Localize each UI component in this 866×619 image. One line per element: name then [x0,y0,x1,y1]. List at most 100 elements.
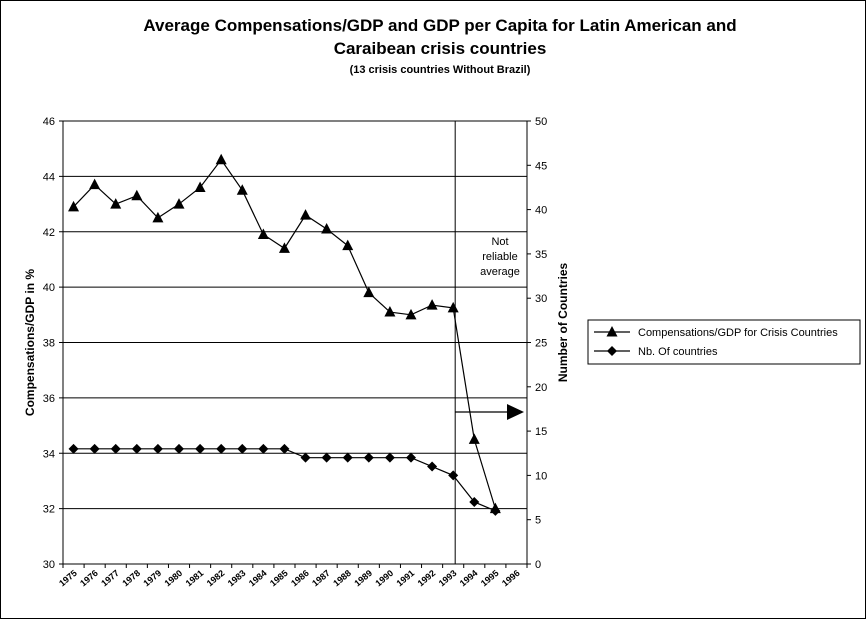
data-point-compensation [257,228,269,240]
x-tick-label: 1995 [479,568,501,589]
y-tick-label-left: 40 [43,282,55,294]
x-tick-label: 1987 [310,568,332,589]
data-point-country-count [68,443,79,454]
y-tick-label-right: 25 [535,338,547,350]
y-tick-label-left: 44 [43,171,55,183]
data-point-country-count [195,443,206,454]
x-tick-label: 1979 [141,568,163,589]
data-point-country-count [342,452,353,463]
x-tick-label: 1985 [268,568,290,589]
data-point-country-count [427,461,438,472]
legend-marker-triangle [606,326,618,337]
y-axis-title-right: Number of Countries [556,263,570,383]
x-tick-label: 1989 [352,568,374,589]
data-point-compensation [468,433,480,444]
data-point-country-count [448,470,459,481]
data-point-compensation [384,306,396,317]
x-tick-label: 1996 [500,568,522,589]
annotation-text: average [480,266,520,278]
y-tick-label-left: 32 [43,504,55,516]
x-tick-label: 1984 [247,568,269,589]
legend-label: Compensations/GDP for Crisis Countries [638,327,838,339]
chart-title-line-1: Average Compensations/GDP and GDP per Ca… [143,16,737,35]
x-tick-label: 1988 [331,568,353,589]
x-tick-label: 1993 [437,568,459,589]
data-point-compensation [236,184,248,195]
y-tick-label-right: 30 [535,293,547,305]
annotation-text: reliable [482,251,517,263]
data-point-country-count [384,452,395,463]
data-point-compensation [131,189,143,201]
series-line-1 [73,158,496,509]
x-tick-label: 1975 [57,568,79,589]
y-tick-label-right: 0 [535,559,541,571]
data-point-compensation [152,211,164,223]
y-tick-label-right: 40 [535,205,547,217]
y-tick-label-right: 50 [535,116,547,128]
data-point-compensation [68,200,80,212]
y-tick-label-right: 35 [535,249,547,261]
y-tick-label-left: 34 [43,448,55,460]
data-point-compensation [342,239,354,251]
data-point-compensation [363,286,375,298]
data-point-country-count [174,443,184,454]
x-tick-label: 1976 [78,568,100,589]
y-axis-title-left: Compensations/GDP in % [23,269,37,416]
data-point-compensation [215,153,227,165]
x-tick-label: 1982 [205,568,227,589]
chart-subtitle: (13 crisis countries Without Brazil) [349,64,531,76]
data-point-country-count [490,505,501,516]
data-point-compensation [426,299,438,310]
data-point-compensation [300,209,312,220]
y-tick-label-left: 38 [43,338,55,350]
annotation-text: Not [491,236,508,248]
x-tick-label: 1977 [99,568,121,589]
data-point-country-count [300,452,311,463]
y-tick-label-right: 15 [535,426,547,438]
data-point-country-count [237,443,248,454]
data-point-compensation [173,198,185,209]
data-point-country-count [258,443,269,454]
data-point-country-count [321,452,332,463]
data-point-compensation [110,198,122,209]
y-tick-label-left: 46 [43,116,55,128]
data-point-compensation [278,242,290,253]
y-tick-label-left: 42 [43,227,55,239]
series-line-2 [73,448,496,512]
y-tick-label-left: 30 [43,559,55,571]
y-tick-label-left: 36 [43,393,55,405]
data-point-country-count [216,443,227,454]
y-tick-label-right: 20 [535,382,547,394]
x-tick-label: 1991 [395,568,417,589]
y-tick-label-right: 5 [535,515,541,527]
data-point-country-count [110,443,121,454]
data-point-compensation [194,181,206,192]
data-point-compensation [405,308,417,320]
data-point-compensation [89,178,101,190]
x-tick-label: 1983 [226,568,248,589]
x-tick-label: 1978 [120,568,142,589]
data-point-country-count [363,452,374,463]
arrow-head [507,404,524,420]
x-tick-label: 1994 [458,568,480,589]
data-point-country-count [152,443,163,454]
y-tick-label-right: 45 [535,160,547,172]
x-tick-label: 1992 [416,568,438,589]
data-point-compensation [447,301,459,313]
data-point-country-count [406,452,416,463]
y-tick-label-right: 10 [535,470,547,482]
chart-title-line-2: Caraibean crisis countries [333,39,547,58]
legend-marker-diamond [607,346,617,356]
x-tick-label: 1981 [184,568,206,589]
data-point-country-count [279,443,290,454]
legend-label: Nb. Of countries [638,346,718,358]
data-point-country-count [469,496,480,507]
data-point-country-count [89,443,100,454]
data-point-compensation [321,222,333,234]
x-tick-label: 1990 [373,568,395,589]
legend-box [587,319,861,365]
x-tick-label: 1986 [289,568,311,589]
x-tick-label: 1980 [163,568,185,589]
data-point-country-count [131,443,142,454]
